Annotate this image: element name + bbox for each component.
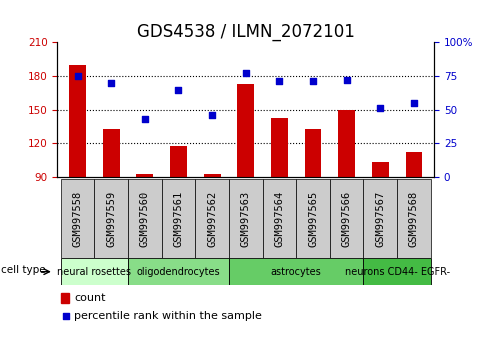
Text: astrocytes: astrocytes — [271, 267, 321, 277]
Bar — [397, 179, 431, 258]
Bar — [238, 84, 254, 177]
Text: cell type: cell type — [1, 266, 46, 275]
Text: GSM997565: GSM997565 — [308, 191, 318, 247]
Point — [410, 100, 418, 106]
Point — [343, 77, 351, 83]
Text: neural rosettes: neural rosettes — [57, 267, 131, 277]
Bar — [103, 129, 120, 177]
Point — [376, 105, 384, 111]
Bar — [69, 65, 86, 177]
Bar — [372, 162, 389, 177]
Bar — [296, 179, 330, 258]
Bar — [162, 179, 195, 258]
Text: neurons CD44- EGFR-: neurons CD44- EGFR- — [345, 267, 450, 277]
Text: GSM997563: GSM997563 — [241, 191, 251, 247]
Point — [62, 313, 70, 319]
Bar — [271, 118, 288, 177]
Point — [107, 80, 115, 86]
Bar — [363, 179, 397, 258]
Bar — [61, 258, 128, 285]
Bar — [330, 179, 363, 258]
Text: GSM997559: GSM997559 — [106, 191, 116, 247]
Bar — [170, 145, 187, 177]
Bar — [204, 174, 221, 177]
Point — [275, 79, 283, 84]
Point — [73, 73, 81, 79]
Text: GSM997561: GSM997561 — [174, 191, 184, 247]
Bar — [128, 179, 162, 258]
Text: GSM997560: GSM997560 — [140, 191, 150, 247]
Text: GSM997558: GSM997558 — [72, 191, 82, 247]
Title: GDS4538 / ILMN_2072101: GDS4538 / ILMN_2072101 — [137, 23, 355, 41]
Bar — [195, 179, 229, 258]
Text: percentile rank within the sample: percentile rank within the sample — [74, 311, 262, 321]
Bar — [229, 258, 363, 285]
Bar — [61, 179, 94, 258]
Bar — [406, 152, 422, 177]
Text: GSM997567: GSM997567 — [375, 191, 385, 247]
Point — [242, 70, 250, 76]
Text: GSM997566: GSM997566 — [342, 191, 352, 247]
Bar — [128, 258, 229, 285]
Bar — [61, 293, 69, 303]
Bar — [262, 179, 296, 258]
Point — [141, 116, 149, 122]
Point — [309, 79, 317, 84]
Text: count: count — [74, 293, 106, 303]
Text: GSM997564: GSM997564 — [274, 191, 284, 247]
Point — [175, 87, 183, 92]
Bar — [94, 179, 128, 258]
Text: GSM997568: GSM997568 — [409, 191, 419, 247]
Bar — [363, 258, 431, 285]
Bar — [136, 174, 153, 177]
Bar — [338, 110, 355, 177]
Text: GSM997562: GSM997562 — [207, 191, 217, 247]
Text: oligodendrocytes: oligodendrocytes — [137, 267, 220, 277]
Point — [208, 112, 216, 118]
Bar — [229, 179, 262, 258]
Bar — [304, 129, 321, 177]
